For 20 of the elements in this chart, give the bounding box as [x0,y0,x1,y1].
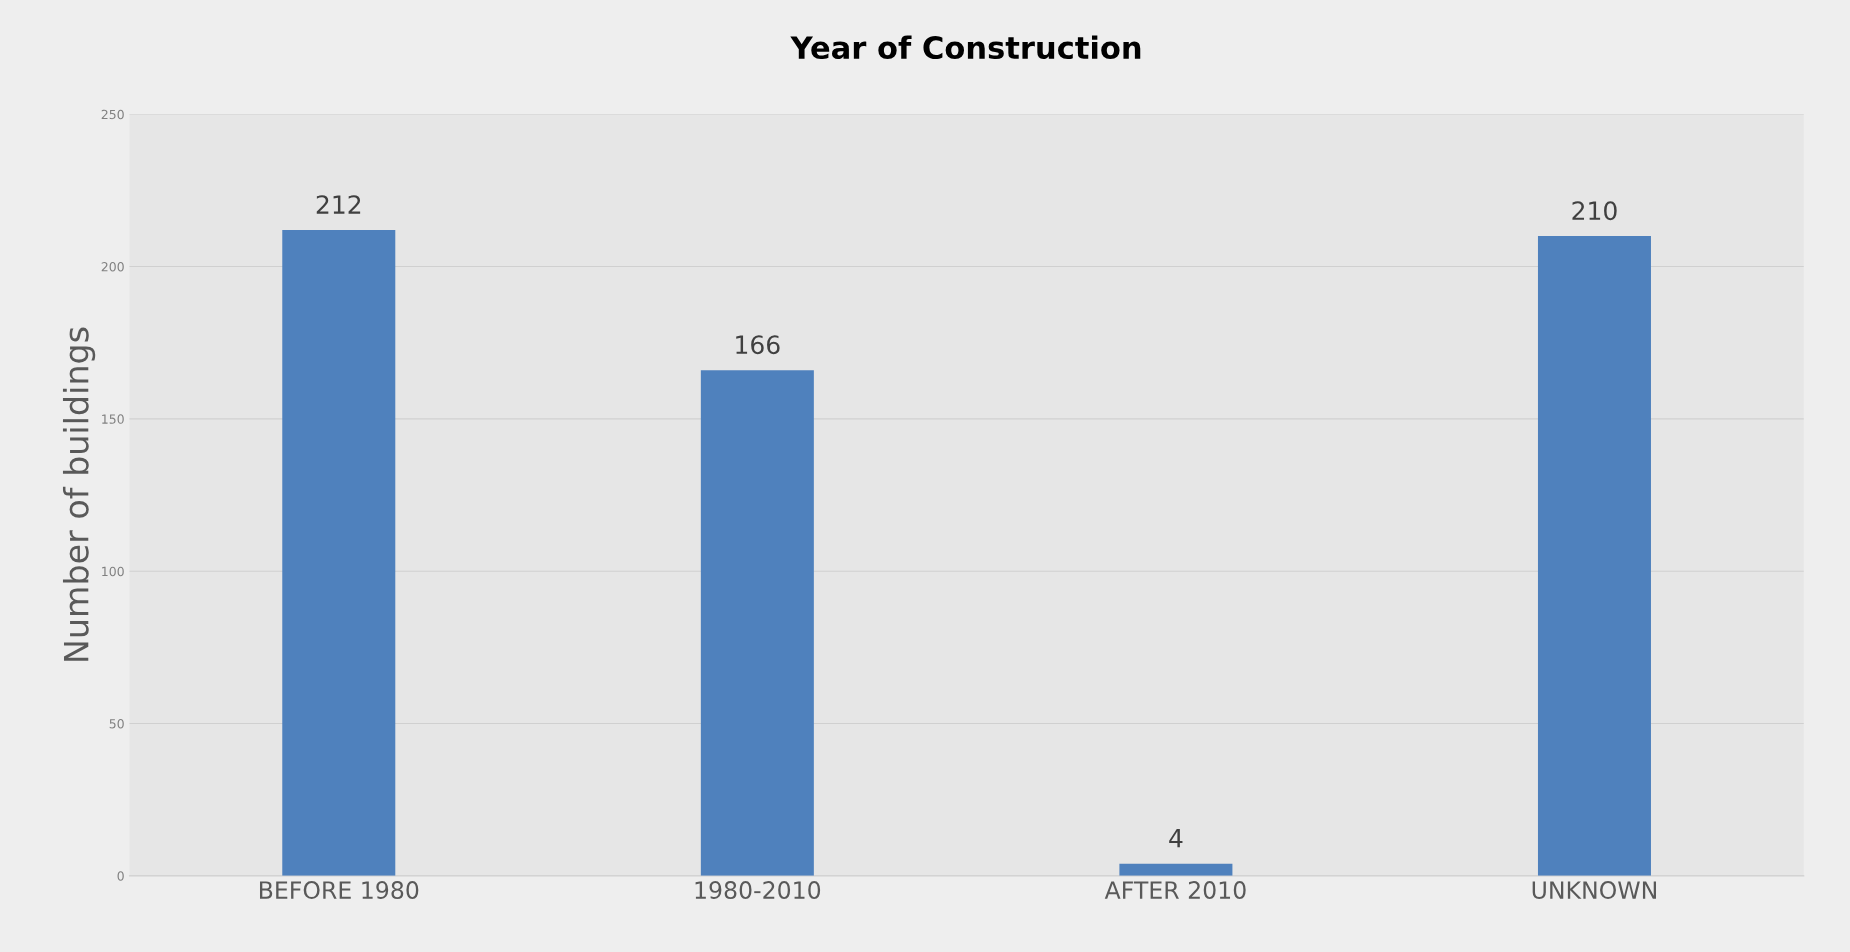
bar [282,230,396,876]
y-tick-label: 200 [101,262,124,272]
data-label: 212 [316,195,361,214]
y-tick-label: 0 [117,871,124,881]
y-tick-label: 100 [102,566,124,577]
data-label: 166 [736,335,780,355]
x-tick-label: BEFORE 1980 [260,881,419,899]
bar [1537,236,1651,876]
y-tick-label: 150 [102,414,124,424]
data-label: 210 [1572,201,1617,221]
y-tick-label: 250 [101,109,124,120]
x-tick-label: AFTER 2010 [1104,881,1246,899]
x-tick-label: UNKNOWN [1532,881,1656,899]
data-label: 4 [1169,829,1183,848]
bar [700,370,814,876]
y-axis-title: Number of buildings [62,327,96,661]
x-tick-label: 1980-2010 [695,881,821,899]
y-tick-label: 50 [109,718,124,729]
bar [1119,863,1233,876]
chart-title: Year of Construction [790,35,1141,60]
